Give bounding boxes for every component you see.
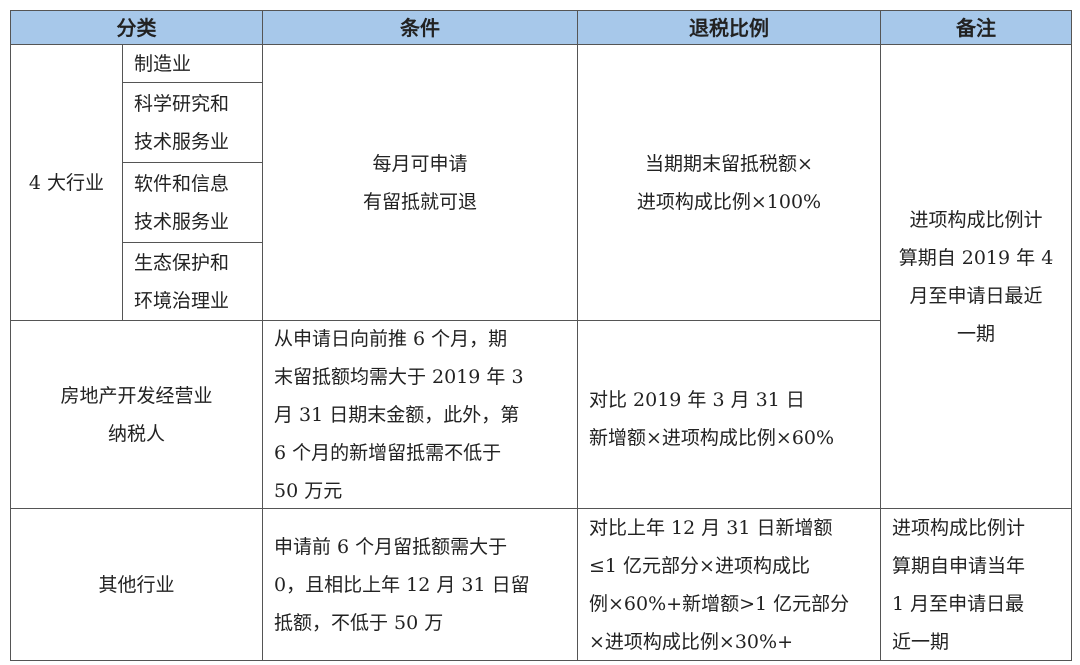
condition-cell: 每月可申请 有留抵就可退 bbox=[262, 44, 578, 321]
condition-cell: 从申请日向前推 6 个月，期 末留抵额均需大于 2019 年 3 月 31 日期… bbox=[262, 320, 578, 509]
subcategory-cell: 制造业 bbox=[122, 44, 263, 83]
subcategory-cell: 软件和信息 技术服务业 bbox=[122, 162, 263, 243]
subcategory-cell: 生态保护和 环境治理业 bbox=[122, 242, 263, 321]
header-category: 分类 bbox=[10, 10, 263, 45]
ratio-cell: 对比 2019 年 3 月 31 日 新增额×进项构成比例×60% bbox=[577, 320, 881, 509]
header-ratio: 退税比例 bbox=[577, 10, 881, 45]
header-condition: 条件 bbox=[262, 10, 578, 45]
category-cell: 4 大行业 bbox=[10, 44, 123, 321]
header-remark: 备注 bbox=[880, 10, 1072, 45]
condition-cell: 申请前 6 个月留抵额需大于 0，且相比上年 12 月 31 日留 抵额，不低于… bbox=[262, 508, 578, 661]
ratio-cell: 对比上年 12 月 31 日新增额 ≤1 亿元部分×进项构成比 例×60%+新增… bbox=[577, 508, 881, 661]
category-cell: 其他行业 bbox=[10, 508, 263, 661]
ratio-cell: 当期期末留抵税额× 进项构成比例×100% bbox=[577, 44, 881, 321]
remark-cell: 进项构成比例计 算期自 2019 年 4 月至申请日最近 一期 bbox=[880, 44, 1072, 509]
category-cell: 房地产开发经营业 纳税人 bbox=[10, 320, 263, 509]
remark-cell: 进项构成比例计 算期自申请当年 1 月至申请日最 近一期 bbox=[880, 508, 1072, 661]
subcategory-cell: 科学研究和 技术服务业 bbox=[122, 82, 263, 163]
